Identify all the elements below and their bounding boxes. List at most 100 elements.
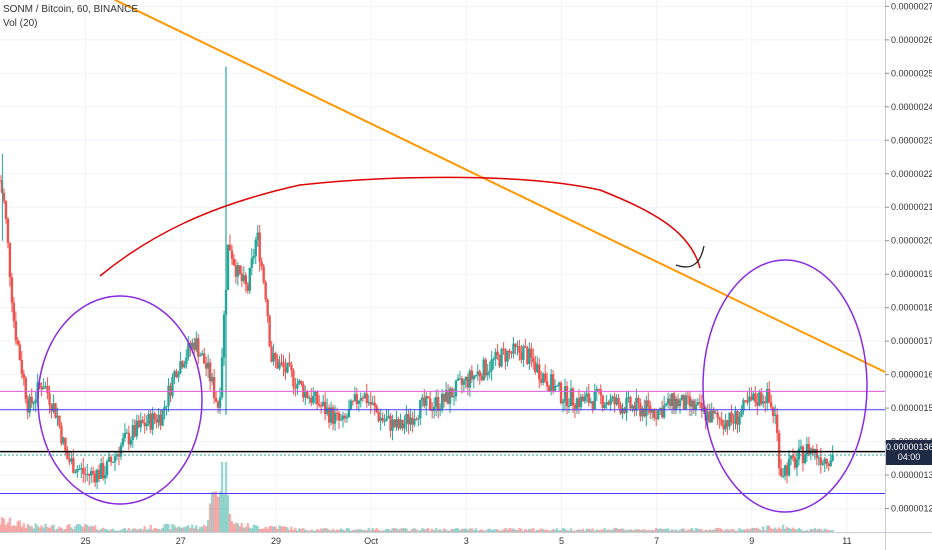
candle-body	[288, 362, 291, 365]
candle-body	[651, 409, 654, 413]
volume-bar	[50, 525, 53, 532]
purple-ellipse-left	[37, 295, 203, 505]
candle-body	[510, 352, 513, 354]
volume-bar	[111, 528, 115, 532]
volume-bar	[2, 518, 6, 532]
volume-bar	[272, 526, 275, 532]
candle-body	[179, 361, 182, 374]
candle-body	[308, 397, 311, 399]
volume-bar	[413, 528, 416, 532]
volume-bar	[704, 529, 707, 532]
candle-body	[718, 417, 721, 420]
volume-bar	[809, 528, 813, 532]
volume-bar	[787, 528, 791, 532]
volume-bar	[240, 523, 244, 532]
candle-body	[429, 398, 432, 410]
candle-body	[312, 395, 315, 403]
candle-body	[80, 467, 83, 469]
volume-bar	[222, 494, 226, 532]
candle-body	[58, 415, 61, 426]
candle-body	[732, 421, 735, 424]
volume-bar	[762, 526, 765, 532]
volume-bar	[791, 527, 795, 532]
candle-body	[801, 446, 805, 464]
volume-bar	[557, 530, 561, 532]
volume-bar	[726, 528, 729, 532]
volume-bar	[331, 528, 335, 532]
volume-bar	[490, 530, 493, 532]
candle-body	[72, 458, 75, 473]
candle-body	[14, 321, 18, 341]
volume-bar	[296, 530, 299, 532]
volume-bar	[434, 527, 438, 532]
volume-bar	[405, 528, 408, 532]
volume-bar	[8, 517, 12, 532]
volume-bar	[603, 528, 606, 532]
volume-bar	[232, 524, 236, 532]
candle-body	[93, 473, 97, 483]
volume-bar	[248, 527, 251, 532]
volume-bar	[611, 529, 614, 532]
candle-body	[145, 423, 148, 427]
volume-bar	[203, 524, 206, 532]
volume-bar	[250, 528, 253, 532]
volume-bar	[187, 525, 190, 532]
candle-body	[563, 386, 567, 402]
candle-body	[12, 302, 16, 322]
candle-body	[107, 456, 111, 462]
volume-bar	[60, 527, 63, 532]
volume-bar	[756, 527, 759, 532]
candle-body	[405, 414, 408, 424]
volume-bar	[34, 523, 37, 532]
last-price-badge: 0.00000136 04:00	[886, 440, 932, 465]
candle-body	[504, 349, 507, 362]
volume-bar	[696, 528, 700, 532]
candle-body	[155, 419, 158, 423]
candle-body	[34, 399, 37, 404]
volume-indicator-label: Vol (20)	[3, 18, 38, 29]
volume-bar	[417, 530, 420, 532]
candle-body	[494, 351, 497, 360]
candle-body	[543, 373, 547, 382]
candle-body	[153, 413, 156, 420]
candle-body	[458, 378, 462, 380]
volume-bar	[385, 528, 388, 532]
volume-bar	[183, 527, 186, 532]
volume-bar	[429, 530, 432, 532]
volume-bar	[728, 530, 731, 532]
volume-bar	[62, 529, 65, 532]
volume-bar	[613, 527, 616, 532]
volume-bar	[766, 525, 769, 532]
volume-bar	[783, 528, 787, 532]
x-tick-label: 25	[81, 536, 91, 546]
candle-body	[26, 399, 29, 413]
volume-bar	[593, 530, 596, 532]
candle-body	[819, 457, 822, 465]
candle-body	[514, 343, 517, 347]
candle-body	[159, 414, 162, 426]
volume-bar	[720, 528, 723, 532]
candle-body	[321, 401, 325, 406]
volume-bar	[526, 529, 529, 532]
candle-body	[714, 412, 717, 414]
candle-body	[793, 457, 797, 468]
candle-body	[777, 433, 781, 469]
candle-body	[488, 370, 491, 373]
volume-bar	[266, 528, 269, 532]
candle-body	[286, 362, 289, 373]
volume-bar	[314, 530, 317, 532]
volume-bar	[121, 528, 125, 532]
candle-body	[335, 412, 339, 414]
volume-bar	[317, 530, 321, 532]
volume-bar	[163, 524, 166, 532]
candle-body	[748, 396, 751, 403]
volume-bar	[427, 527, 430, 532]
candle-body	[121, 438, 125, 446]
candle-body	[799, 446, 803, 449]
volume-bar	[609, 530, 612, 532]
volume-bar	[718, 527, 721, 532]
volume-bar	[226, 495, 230, 532]
candle-body	[363, 393, 366, 399]
